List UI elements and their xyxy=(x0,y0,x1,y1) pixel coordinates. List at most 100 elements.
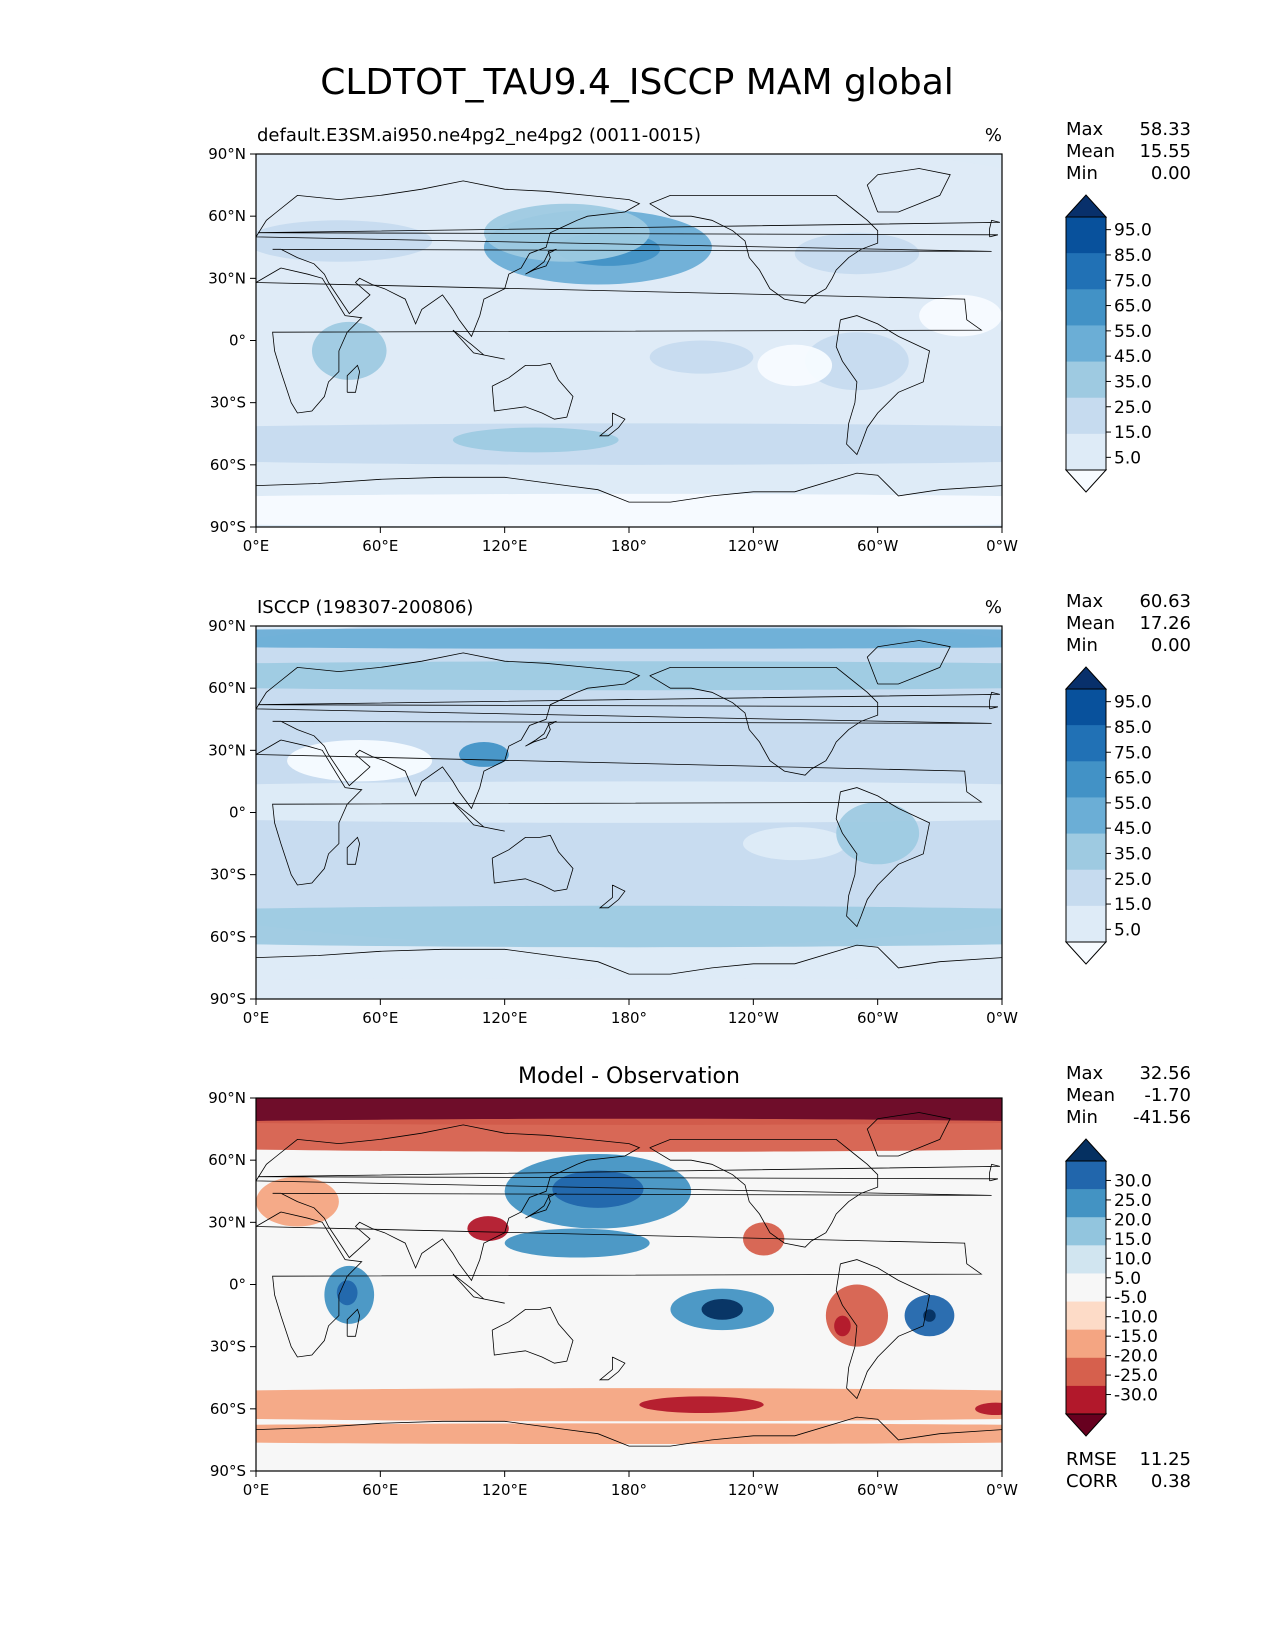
field-region xyxy=(742,1222,785,1256)
y-tick-label: 0° xyxy=(229,332,246,350)
stat-label: Min xyxy=(1066,163,1098,184)
metric-value: 0.38 xyxy=(1151,1471,1191,1492)
colorbar-tick-label: 10.0 xyxy=(1114,1249,1152,1269)
panel-model-title: default.E3SM.ai950.ne4pg2_ne4pg2 (0011-0… xyxy=(257,125,701,146)
y-tick-label: 90°S xyxy=(210,518,246,536)
colorbar-tick-label: 95.0 xyxy=(1114,693,1152,713)
field-region xyxy=(805,332,909,391)
field-region xyxy=(256,781,1002,823)
stat-value: 0.00 xyxy=(1151,163,1191,184)
colorbar-tick-label: 25.0 xyxy=(1114,1191,1152,1211)
field-region xyxy=(256,154,1002,465)
australia-coast xyxy=(491,834,574,892)
x-tick-label: 180° xyxy=(611,1481,647,1499)
indonesia-coast xyxy=(452,329,505,360)
colorbar-frame xyxy=(1065,1160,1107,1415)
south-america-coast xyxy=(835,1259,930,1400)
stat-label: Max xyxy=(1066,119,1104,140)
colorbar-tick-label: 75.0 xyxy=(1114,271,1152,291)
field-region xyxy=(336,1280,358,1306)
stat-label: Max xyxy=(1066,1063,1104,1084)
y-tick-label: 90°N xyxy=(208,1089,246,1107)
colorbar-swatch xyxy=(1066,289,1106,326)
field-region xyxy=(504,1228,650,1258)
y-tick-label: 90°S xyxy=(210,1462,246,1480)
australia-coast xyxy=(491,362,574,420)
greenland-coast xyxy=(866,640,951,685)
stat-label: Max xyxy=(1066,591,1104,612)
field-region xyxy=(467,1216,509,1241)
stat-label: Mean xyxy=(1066,141,1115,162)
colorbar-tick-label: 20.0 xyxy=(1114,1210,1152,1230)
field-region xyxy=(256,1423,1002,1445)
uk-coast xyxy=(258,219,1000,238)
africa-coast xyxy=(256,739,983,886)
panel-obs-colorbar: 95.0 85.0 75.0 65.0 55.0 45.0 35.0 25.0 15.0 5.0 xyxy=(1064,666,1152,965)
y-tick-label: 60°S xyxy=(210,456,246,474)
stat-label: Min xyxy=(1066,635,1098,656)
colorbar-tick-label: 45.0 xyxy=(1114,819,1152,839)
x-tick-label: 0°W xyxy=(986,537,1018,555)
colorbar-swatch xyxy=(1066,797,1106,835)
colorbar-tick-label: 55.0 xyxy=(1114,794,1152,814)
japan-coast xyxy=(525,720,557,747)
panel-diff-colorbar: 30.025.020.015.010.05.0-5.0-10.0-15.0-20… xyxy=(1064,1138,1158,1437)
eurasia-coast xyxy=(256,652,992,810)
field-region xyxy=(975,1402,1002,1416)
y-tick-label: 90°S xyxy=(210,990,246,1008)
colorbar-extend-max xyxy=(1064,666,1108,690)
x-tick-label: 0°W xyxy=(986,1481,1018,1499)
y-tick-label: 60°S xyxy=(210,1400,246,1418)
colorbar-swatch xyxy=(1066,325,1106,363)
colorbar-tick-label: -5.0 xyxy=(1114,1288,1147,1308)
colorbar-swatch xyxy=(1066,1161,1106,1190)
colorbar-tick-label: 25.0 xyxy=(1114,870,1152,890)
colorbar-tick-label: 25.0 xyxy=(1114,398,1152,418)
eurasia-coast xyxy=(256,1124,992,1282)
x-tick-label: 120°E xyxy=(482,537,528,555)
antarctica-coast xyxy=(256,944,1002,975)
colorbar-swatch xyxy=(1066,253,1106,290)
colorbar-tick-label: 15.0 xyxy=(1114,423,1152,443)
field-region xyxy=(256,661,1002,691)
eurasia-coast xyxy=(256,180,992,338)
colorbar-tick-label: -30.0 xyxy=(1114,1386,1158,1406)
x-tick-label: 60°W xyxy=(857,1481,899,1499)
colorbar-tick-label: -20.0 xyxy=(1114,1347,1158,1367)
stat-label: Min xyxy=(1066,1107,1098,1128)
south-america-coast xyxy=(835,315,930,456)
japan-coast xyxy=(525,1192,557,1219)
colorbar-tick-label: 55.0 xyxy=(1114,322,1152,342)
x-tick-label: 60°W xyxy=(857,1009,899,1027)
y-tick-label: 60°N xyxy=(208,1151,246,1169)
y-tick-label: 30°N xyxy=(208,741,246,759)
field-region xyxy=(256,220,433,262)
colorbar-tick-label: 75.0 xyxy=(1114,743,1152,763)
colorbar-tick-label: -10.0 xyxy=(1114,1308,1158,1328)
japan-coast xyxy=(525,248,557,275)
y-tick-label: 90°N xyxy=(208,617,246,635)
stat-value: 60.63 xyxy=(1139,591,1191,612)
colorbar-extend-max xyxy=(1064,1138,1108,1162)
new-zealand-coast xyxy=(598,1356,626,1381)
metric-label: CORR xyxy=(1066,1471,1118,1492)
colorbar-swatch xyxy=(1066,689,1106,726)
field-region xyxy=(757,344,833,387)
colorbar-swatch xyxy=(1066,833,1106,871)
panel-model: default.E3SM.ai950.ne4pg2_ne4pg2 (0011-0… xyxy=(208,119,1191,555)
colorbar-swatch xyxy=(1066,217,1106,254)
colorbar-tick-label: 5.0 xyxy=(1114,1269,1141,1289)
x-tick-label: 60°E xyxy=(362,1481,398,1499)
colorbar-swatch xyxy=(1066,869,1106,907)
y-tick-label: 30°N xyxy=(208,1213,246,1231)
x-tick-label: 120°W xyxy=(728,1481,779,1499)
y-tick-label: 60°N xyxy=(208,207,246,225)
colorbar-swatch xyxy=(1066,1357,1106,1387)
colorbar-swatch xyxy=(1066,1189,1106,1218)
south-america-coast xyxy=(835,787,930,928)
field-region xyxy=(794,232,920,275)
x-tick-label: 0°E xyxy=(243,537,270,555)
panel-obs-field xyxy=(256,626,1002,999)
field-region xyxy=(256,628,1002,649)
